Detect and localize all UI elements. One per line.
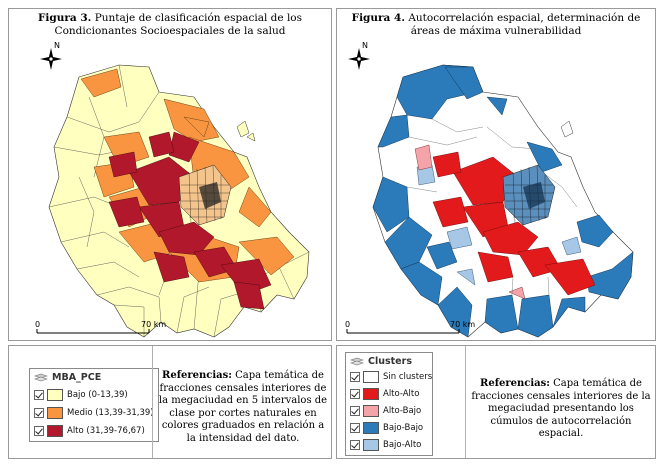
bajo-alto-areas bbox=[416, 164, 582, 286]
checkbox[interactable] bbox=[350, 423, 360, 433]
scale-end-label: 70 km bbox=[141, 320, 166, 329]
panel-divider bbox=[465, 346, 466, 458]
swatch-alto bbox=[47, 425, 63, 437]
scale-end-label: 70 km bbox=[450, 320, 475, 329]
swatch-alto-alto bbox=[363, 388, 379, 400]
legend-item-bajo: Bajo (0-13,39) bbox=[34, 389, 128, 401]
legend-label: Sin clusters bbox=[383, 372, 433, 382]
legend-item-alto-bajo: Alto-Bajo bbox=[350, 405, 421, 417]
figure-3-label: Figura 3. bbox=[37, 12, 92, 24]
legend-label: Alto-Bajo bbox=[383, 406, 422, 416]
checkbox[interactable] bbox=[350, 440, 360, 450]
legend-header: MBA_PCE bbox=[34, 372, 101, 383]
figure-4-title: Figura 4. Autocorrelación espacial, dete… bbox=[341, 12, 651, 38]
figure-3-title: Figura 3. Puntaje de clasificación espac… bbox=[13, 12, 327, 38]
figure-3-references: Referencias: Capa temática de fracciones… bbox=[157, 370, 329, 445]
north-arrow-icon: N bbox=[348, 41, 370, 70]
figure-3-references-panel: MBA_PCE Bajo (0-13,39) Medio (13,39-31,3… bbox=[8, 345, 332, 459]
figure-4-references-panel: Clusters Sin clusters Alto-Alto Alto-Baj… bbox=[336, 345, 656, 459]
figure-4-caption: Autocorrelación espacial, determinación … bbox=[408, 12, 641, 37]
city-core bbox=[502, 164, 556, 226]
legend-label: Bajo-Bajo bbox=[383, 423, 424, 433]
swatch-bajo bbox=[47, 389, 63, 401]
swatch-bajo-alto bbox=[363, 439, 379, 451]
checkbox[interactable] bbox=[34, 390, 44, 400]
references-label: Referencias: bbox=[162, 370, 232, 381]
legend-title: MBA_PCE bbox=[52, 372, 102, 383]
figure-3-legend: MBA_PCE Bajo (0-13,39) Medio (13,39-31,3… bbox=[29, 368, 159, 442]
bajo-bajo-areas bbox=[372, 64, 634, 338]
checkbox[interactable] bbox=[350, 372, 360, 382]
alto-areas bbox=[108, 131, 272, 310]
scale-bar: 0 70 km bbox=[35, 320, 166, 334]
legend-title: Clusters bbox=[368, 356, 412, 367]
legend-label: Medio (13,39-31,39) bbox=[67, 408, 154, 418]
scale-bar: 0 70 km bbox=[345, 320, 475, 334]
legend-label: Bajo (0-13,39) bbox=[67, 390, 128, 400]
north-label: N bbox=[54, 41, 60, 50]
delta-islands bbox=[560, 120, 574, 138]
figure-4-panel: Figura 4. Autocorrelación espacial, dete… bbox=[336, 8, 656, 341]
swatch-sin-clusters bbox=[363, 371, 379, 383]
layer-icon bbox=[350, 357, 364, 366]
figure-3-map: N bbox=[35, 41, 310, 338]
legend-label: Bajo-Alto bbox=[383, 440, 422, 450]
north-label: N bbox=[362, 41, 368, 50]
legend-item-medio: Medio (13,39-31,39) bbox=[34, 407, 154, 419]
alto-bajo-areas bbox=[414, 144, 526, 300]
legend-header: Clusters bbox=[350, 356, 412, 367]
legend-label: Alto (31,39-76,67) bbox=[67, 426, 145, 436]
scale-start-label: 0 bbox=[35, 320, 40, 329]
legend-item-bajo-alto: Bajo-Alto bbox=[350, 439, 421, 451]
swatch-alto-bajo bbox=[363, 405, 379, 417]
legend-item-sin-clusters: Sin clusters bbox=[350, 371, 432, 383]
checkbox[interactable] bbox=[350, 389, 360, 399]
figure-4-label: Figura 4. bbox=[351, 12, 405, 24]
legend-item-alto: Alto (31,39-76,67) bbox=[34, 425, 145, 437]
figure-4-map: N bbox=[345, 41, 634, 338]
figure-3-panel: Figura 3. Puntaje de clasificación espac… bbox=[8, 8, 332, 341]
references-text: Capa temática de fracciones censales int… bbox=[158, 370, 328, 444]
legend-item-alto-alto: Alto-Alto bbox=[350, 388, 419, 400]
references-label: Referencias: bbox=[480, 378, 550, 389]
checkbox[interactable] bbox=[34, 426, 44, 436]
figure-3-caption: Puntaje de clasificación espacial de los… bbox=[54, 12, 303, 37]
panel-divider bbox=[152, 346, 153, 458]
figure-4-references: Referencias: Capa temática de fracciones… bbox=[469, 378, 653, 441]
layer-icon bbox=[34, 373, 48, 382]
checkbox[interactable] bbox=[350, 406, 360, 416]
delta-islands bbox=[236, 120, 256, 142]
city-core bbox=[178, 164, 232, 226]
swatch-medio bbox=[47, 407, 63, 419]
legend-label: Alto-Alto bbox=[383, 389, 420, 399]
checkbox[interactable] bbox=[34, 408, 44, 418]
alto-alto-areas bbox=[432, 151, 596, 296]
scale-start-label: 0 bbox=[345, 320, 350, 329]
district-boundaries bbox=[406, 118, 578, 296]
swatch-bajo-bajo bbox=[363, 422, 379, 434]
legend-item-bajo-bajo: Bajo-Bajo bbox=[350, 422, 423, 434]
figure-4-legend: Clusters Sin clusters Alto-Alto Alto-Baj… bbox=[345, 352, 433, 456]
references-text: Capa temática de fracciones censales int… bbox=[471, 378, 651, 439]
north-arrow-icon: N bbox=[40, 41, 62, 70]
